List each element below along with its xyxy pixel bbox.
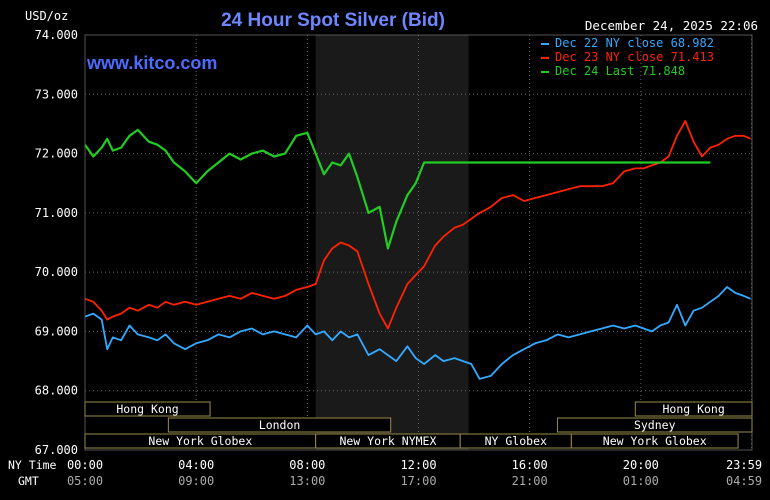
session-label: New York NYMEX — [339, 434, 436, 448]
session-label: Hong Kong — [662, 402, 724, 416]
session-label: New York Globex — [148, 434, 252, 448]
legend-marker-dec23 — [541, 57, 549, 59]
y-tick-label: 73.000 — [35, 87, 78, 101]
x-tick-label-ny: 04:00 — [178, 458, 214, 472]
x-tick-label-gmt: 01:00 — [623, 474, 659, 488]
y-tick-label: 71.000 — [35, 206, 78, 220]
x-row-label-ny: NY Time — [8, 458, 57, 472]
x-axis-ticks: 00:00 04:00 08:00 12:00 16:00 20:00 23:59 05:00… — [67, 458, 762, 488]
session-box — [167, 417, 392, 433]
session-box — [84, 401, 211, 417]
session-label: Sydney — [634, 418, 676, 432]
series-line-3 — [84, 128, 711, 250]
x-tick-label-ny: 16:00 — [512, 458, 548, 472]
series-layer — [84, 120, 751, 380]
y-tick-label: 69.000 — [35, 324, 78, 338]
x-row-label-gmt: GMT — [18, 474, 39, 488]
y-tick-label: 67.000 — [35, 443, 78, 457]
legend-entry-dec23: Dec 23 NY close 71.413 — [555, 50, 714, 64]
plot-border — [84, 34, 753, 451]
session-box — [634, 401, 753, 417]
x-tick-label-gmt: 21:00 — [512, 474, 548, 488]
x-tick-label-ny: 00:00 — [67, 458, 103, 472]
session-box — [556, 417, 753, 433]
y-axis-ticks: 74.000 73.000 72.000 71.000 70.000 69.000 68.0… — [35, 28, 78, 457]
series-line-2 — [84, 120, 751, 330]
y-axis-unit: USD/oz — [25, 9, 68, 23]
x-tick-label-gmt: 09:00 — [178, 474, 214, 488]
y-tick-label: 72.000 — [35, 147, 78, 161]
session-label: NY Globex — [485, 434, 547, 448]
session-label: London — [259, 418, 301, 432]
legend-marker-dec24 — [541, 71, 549, 73]
chart-timestamp: December 24, 2025 22:06 — [585, 18, 758, 33]
market-sessions: Hong Kong Hong Kong London Sydney New York G… — [84, 401, 753, 449]
x-tick-label-gmt: 13:00 — [289, 474, 325, 488]
session-label: New York Globex — [603, 434, 707, 448]
legend-entry-dec24: Dec 24 Last 71.848 — [555, 64, 685, 78]
x-tick-label-gmt: 17:00 — [400, 474, 436, 488]
session-label: Hong Kong — [116, 402, 178, 416]
legend-entry-dec22: Dec 22 NY close 68.982 — [555, 36, 714, 50]
x-tick-label-gmt: 05:00 — [67, 474, 103, 488]
x-tick-label-ny: 08:00 — [289, 458, 325, 472]
kitco-watermark: www.kitco.com — [86, 53, 217, 73]
y-tick-label: 70.000 — [35, 265, 78, 279]
session-box — [570, 433, 739, 449]
x-tick-label-gmt: 04:59 — [726, 474, 762, 488]
legend-marker-dec22 — [541, 43, 549, 45]
x-tick-label-ny: 23:59 — [726, 458, 762, 472]
y-tick-label: 74.000 — [35, 28, 78, 42]
y-tick-label: 68.000 — [35, 384, 78, 398]
series-line-1 — [84, 286, 751, 380]
x-tick-label-ny: 20:00 — [623, 458, 659, 472]
nymex-shaded-region — [315, 35, 469, 450]
chart-title: 24 Hour Spot Silver (Bid) — [221, 10, 445, 31]
x-tick-label-ny: 12:00 — [400, 458, 436, 472]
legend: Dec 22 NY close 68.982 Dec 23 NY close 7… — [541, 36, 714, 78]
